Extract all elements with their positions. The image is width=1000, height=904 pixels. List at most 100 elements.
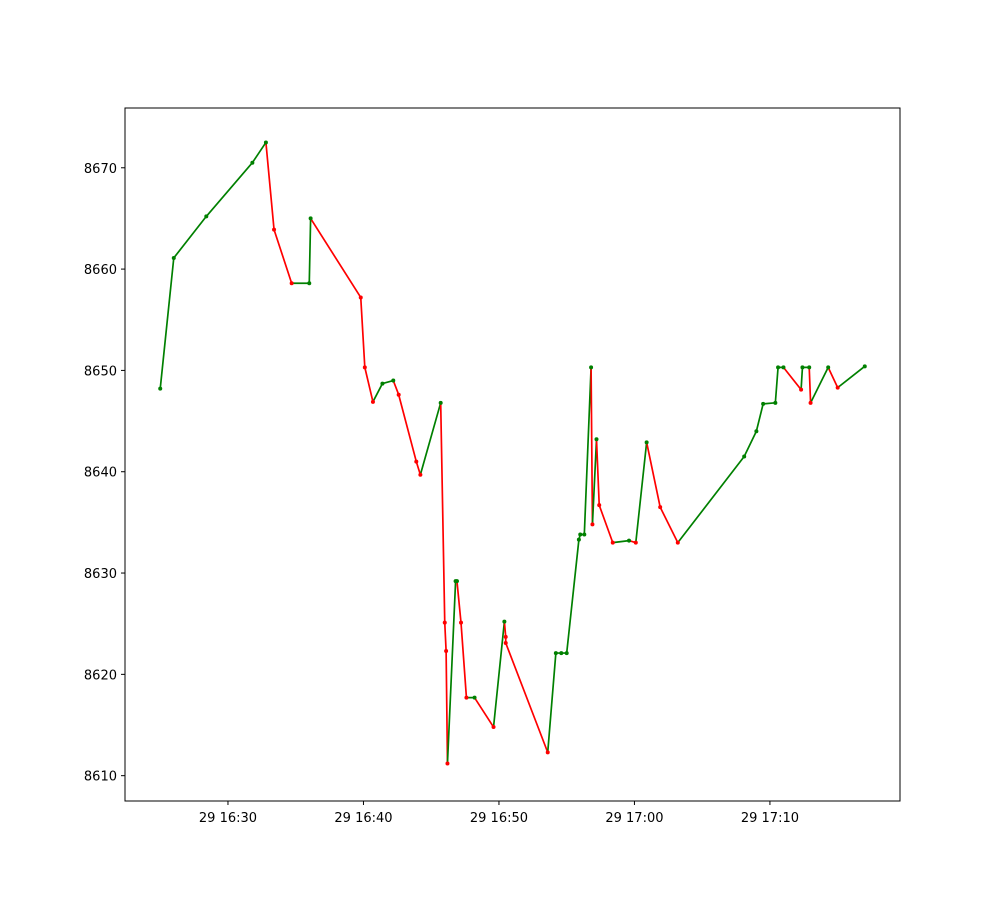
line-segment <box>415 460 422 476</box>
line-segment <box>634 441 648 544</box>
line-segment <box>800 366 804 391</box>
line-segment <box>591 438 598 526</box>
data-point <box>799 387 804 392</box>
data-point <box>597 503 602 508</box>
data-point <box>370 399 375 404</box>
plot-frame <box>124 107 901 802</box>
line-segment <box>590 366 594 526</box>
data-point <box>391 378 396 383</box>
y-tick-label: 8650 <box>84 364 117 379</box>
line-segment <box>251 141 267 164</box>
line-segment <box>659 506 679 544</box>
line-segment <box>460 621 468 699</box>
data-point <box>396 392 401 397</box>
series-markers <box>158 140 867 766</box>
data-point <box>559 651 564 656</box>
line-segment <box>159 257 175 390</box>
data-point <box>442 620 447 625</box>
line-segment <box>205 161 254 218</box>
y-tick-label: 8630 <box>84 567 117 582</box>
line-segment <box>419 401 442 476</box>
line-segment <box>473 696 495 728</box>
data-point <box>589 365 594 370</box>
data-point <box>675 540 680 545</box>
data-point <box>307 281 312 286</box>
data-point <box>464 695 469 700</box>
plot-area <box>125 108 900 801</box>
line-segment <box>397 393 418 463</box>
line-segment <box>265 141 275 231</box>
data-point <box>594 437 599 442</box>
data-point <box>204 214 209 219</box>
line-segment <box>808 366 812 404</box>
line-segment <box>503 620 507 638</box>
y-axis: 8610 8620 8630 8640 8650 8660 8670 <box>84 162 125 785</box>
line-segment <box>743 430 758 458</box>
line-segment <box>782 366 802 391</box>
y-tick-label: 8620 <box>84 668 117 683</box>
data-point <box>590 522 595 527</box>
line-segment <box>774 366 779 404</box>
data-point <box>491 725 496 730</box>
line-segment <box>583 366 592 536</box>
line-segment <box>439 401 446 624</box>
data-point <box>503 634 508 639</box>
data-point <box>445 761 450 766</box>
line-segment <box>359 296 366 369</box>
series-segments <box>159 141 866 765</box>
data-point <box>289 281 294 286</box>
data-point <box>578 532 583 537</box>
data-point <box>362 365 367 370</box>
data-point <box>761 401 766 406</box>
data-point <box>472 695 477 700</box>
line-segment <box>443 621 447 652</box>
line-segment <box>676 455 746 544</box>
data-point <box>633 540 638 545</box>
data-point <box>444 649 449 654</box>
data-point <box>742 454 747 459</box>
line-segment <box>611 539 630 544</box>
data-point <box>826 365 831 370</box>
line-segment <box>309 217 362 299</box>
data-point <box>564 651 569 656</box>
line-segment <box>598 504 614 544</box>
line-segment <box>809 366 830 404</box>
data-point <box>754 429 759 434</box>
y-tick-label: 8660 <box>84 263 117 278</box>
data-point <box>553 651 558 656</box>
data-point <box>582 532 587 537</box>
data-point <box>503 640 508 645</box>
line-segment <box>363 366 374 403</box>
line-segment <box>504 642 549 754</box>
data-point <box>358 295 363 300</box>
line-segment <box>392 379 400 396</box>
line-segment <box>595 438 601 507</box>
line-segment <box>565 538 580 654</box>
data-point <box>263 140 268 145</box>
data-point <box>610 540 615 545</box>
data-point <box>658 505 663 510</box>
data-point <box>576 537 581 542</box>
data-point <box>545 750 550 755</box>
data-point <box>272 227 277 232</box>
y-tick-label: 8670 <box>84 162 117 177</box>
data-point <box>414 459 419 464</box>
x-tick-label: 29 16:40 <box>334 811 392 826</box>
line-segment <box>273 228 293 285</box>
x-tick-label: 29 17:00 <box>605 811 663 826</box>
x-tick-label: 29 16:50 <box>470 811 528 826</box>
line-segment <box>456 580 462 624</box>
line-segment <box>372 382 384 403</box>
line-segment <box>755 402 765 433</box>
x-tick-label: 29 16:30 <box>199 811 257 826</box>
data-point <box>308 216 313 221</box>
data-point <box>862 364 867 369</box>
y-tick-label: 8640 <box>84 466 117 481</box>
x-tick-label: 29 17:10 <box>741 811 799 826</box>
line-segment <box>645 441 662 509</box>
data-point <box>454 579 459 584</box>
line-segment <box>445 650 449 765</box>
data-point <box>158 386 163 391</box>
